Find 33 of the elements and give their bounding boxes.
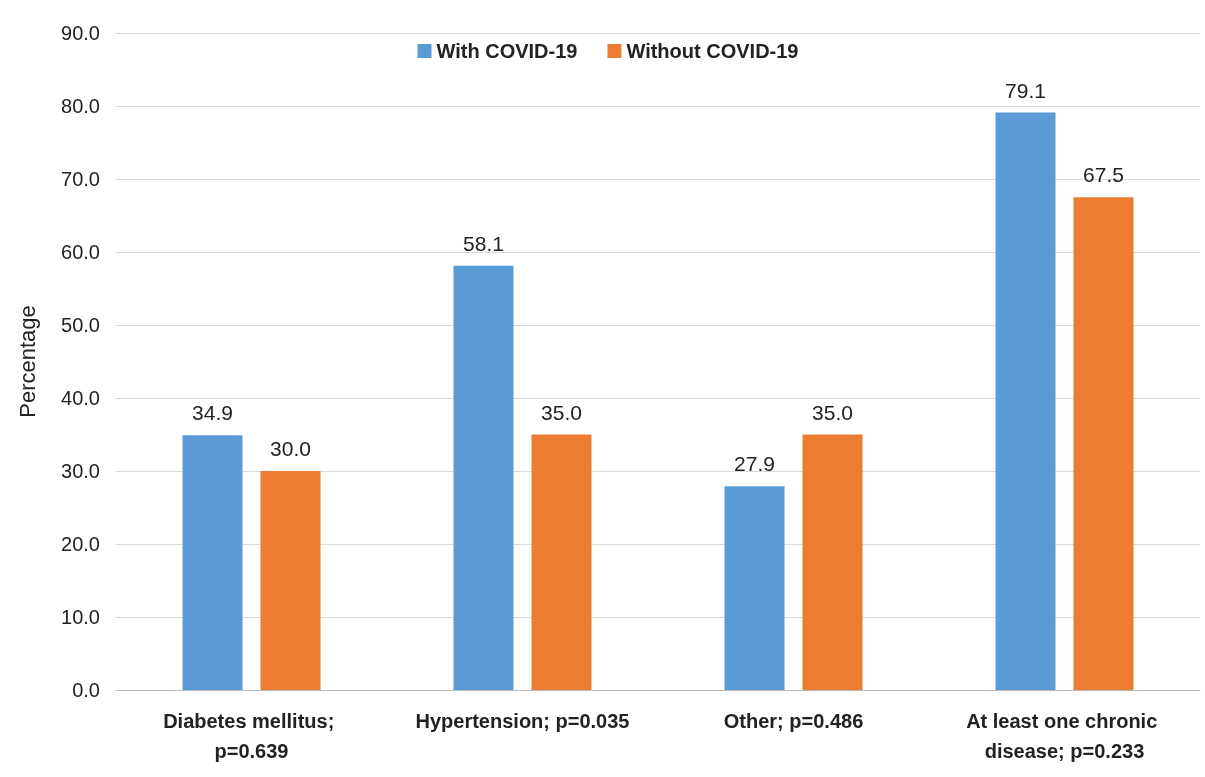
bar [802, 434, 863, 690]
y-tick-label: 60.0 [61, 241, 100, 263]
x-tick-label: Diabetes mellitus; p=0.639 [163, 710, 340, 762]
bar [531, 434, 592, 690]
y-tick-label: 30.0 [61, 460, 100, 482]
data-label: 35.0 [812, 400, 853, 424]
bar [724, 486, 785, 690]
x-tick-label: At least one chronic disease; p=0.233 [966, 710, 1163, 762]
bar [260, 471, 321, 690]
data-label: 67.5 [1083, 163, 1124, 187]
x-tick-label: Other; p=0.486 [723, 710, 864, 732]
data-label: 34.9 [192, 401, 233, 425]
x-tick-label: Hypertension; p=0.035 [415, 710, 630, 732]
y-tick-label: 20.0 [61, 533, 100, 555]
y-tick-label: 70.0 [61, 168, 100, 190]
legend-label: With COVID-19 [436, 40, 578, 62]
y-axis-title: Percentage [14, 305, 40, 418]
bar [182, 435, 243, 690]
y-tick-label: 10.0 [61, 606, 100, 628]
y-tick-label: 40.0 [61, 387, 100, 409]
legend-label: Without COVID-19 [626, 40, 799, 62]
data-label: 30.0 [270, 437, 311, 460]
data-label: 35.0 [541, 400, 582, 424]
y-tick-label: 0.0 [72, 679, 100, 701]
bar [453, 265, 514, 690]
data-label: 79.1 [1005, 78, 1046, 102]
y-tick-label: 90.0 [61, 22, 100, 44]
y-tick-label: 80.0 [61, 95, 100, 117]
data-label: 58.1 [463, 231, 504, 255]
data-label: 27.9 [734, 452, 775, 476]
bar [1073, 197, 1134, 690]
y-tick-label: 50.0 [61, 314, 100, 336]
bar [995, 112, 1056, 690]
